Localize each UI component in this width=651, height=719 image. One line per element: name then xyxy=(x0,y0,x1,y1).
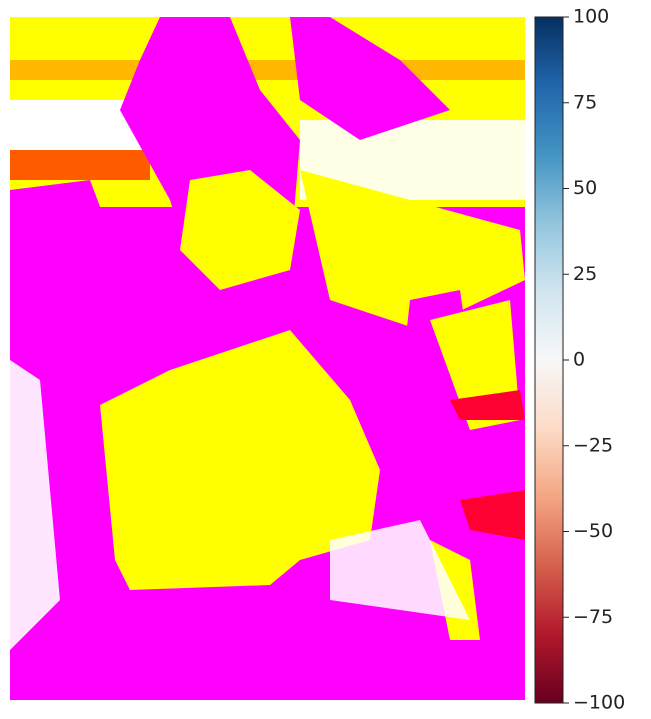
colorbar xyxy=(535,17,563,703)
colorbar-tick-label: −100 xyxy=(573,692,625,714)
colorbar-tick-label: −75 xyxy=(573,606,613,628)
heatmap-image xyxy=(10,17,525,700)
colorbar-tick-label: 50 xyxy=(573,177,597,199)
colorbar-gradient xyxy=(535,17,563,703)
colorbar-tick-label: 0 xyxy=(573,349,585,371)
colorbar-tick-label: −50 xyxy=(573,520,613,542)
colorbar-tick-label: 25 xyxy=(573,263,597,285)
chart: −100 −75 −50 −25 0 25 50 75 100 xyxy=(0,0,651,719)
colorbar-tick-label: −25 xyxy=(573,434,613,456)
colorbar-tick-label: 100 xyxy=(573,6,609,28)
colorbar-tick-label: 75 xyxy=(573,91,597,113)
